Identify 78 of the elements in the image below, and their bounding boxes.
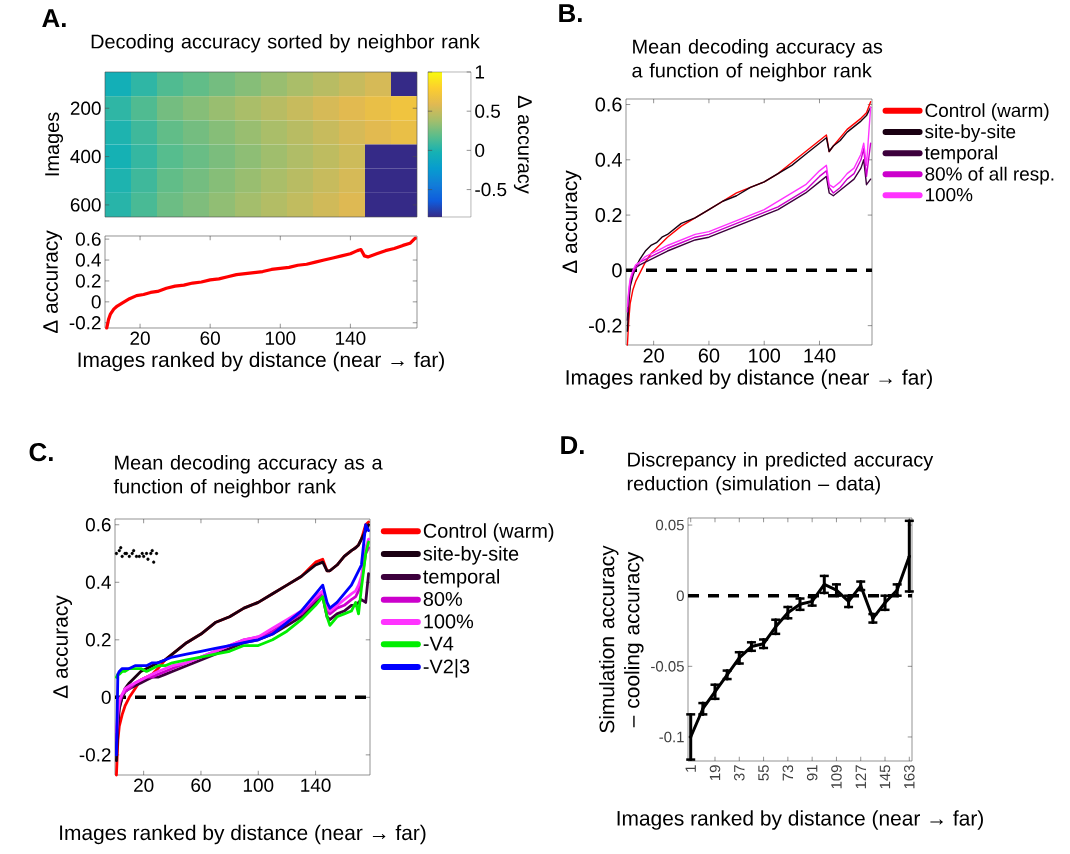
x-tick-label: 100: [265, 331, 296, 345]
x-tick-label: 1: [685, 765, 696, 772]
x-tick-label: 140: [301, 778, 331, 792]
color-bar-label: 1: [475, 65, 485, 79]
text: B.: [559, 4, 582, 22]
text: A.: [42, 9, 66, 27]
legend-label: temporal: [924, 145, 997, 164]
y-tick-label: -0.2: [589, 318, 622, 333]
x-tick-label: 100: [243, 778, 274, 792]
x-tick-label: 145: [879, 765, 891, 789]
x-tick-label: 140: [336, 331, 366, 345]
legend-label: site-by-site: [925, 124, 1016, 143]
y-axis-title: Δ accuracy: [53, 595, 73, 699]
x-axis-title: Images ranked by distance (near → far): [78, 351, 444, 372]
y-axis-title: Images: [45, 112, 64, 176]
legend-label: Control (warm): [423, 523, 554, 542]
y-axis-title: Simulation accuracy – cooling accuracy: [598, 545, 644, 733]
x-tick-label: 100: [749, 348, 781, 363]
legend-label: 100%: [926, 187, 973, 202]
y-tick-label: 0.2: [75, 274, 101, 288]
y-tick-label: -0.2: [79, 748, 111, 762]
x-tick-label: 37: [733, 765, 745, 781]
chart-title: Mean decoding accuracy as a function of neighbor rank: [632, 39, 883, 82]
y-tick-label: 0.2: [85, 633, 111, 647]
x-axis-title: Images ranked by distance (near → far): [566, 369, 932, 389]
legend-label: -V2|3: [423, 658, 470, 678]
x-axis-title: Images ranked by distance (near → far): [60, 824, 426, 845]
y-tick-label: -0.2: [69, 316, 101, 330]
text: C.: [29, 442, 53, 462]
y-axis-title: Δ accuracy: [43, 230, 63, 334]
chart-title: Decoding accuracy sorted by neighbor rank: [91, 33, 480, 53]
y-tick-label: 0.6: [595, 97, 622, 112]
y-tick-label: 0.4: [75, 253, 101, 267]
color-bar-label: -0.5: [475, 182, 507, 197]
x-tick-label: 73: [782, 765, 794, 781]
x-tick-label: 20: [643, 348, 664, 363]
x-tick-label: 55: [758, 765, 769, 781]
x-tick-label: 60: [698, 348, 720, 363]
x-tick-label: 60: [191, 778, 211, 792]
x-axis-title: Images ranked by distance (near → far): [617, 810, 983, 830]
y-tick-label: 0.4: [85, 575, 111, 589]
color-bar-label: 0: [475, 143, 485, 158]
legend-label: site-by-site: [423, 546, 519, 565]
y-tick-label: 0.2: [595, 208, 622, 223]
color-bar-title: Δ accuracy: [513, 95, 532, 194]
x-tick-label: 91: [806, 765, 818, 781]
x-tick-label: 19: [709, 765, 721, 780]
y-tick-label: -0.1: [659, 731, 684, 743]
y-tick-label: 0: [676, 590, 684, 601]
chart-title: Mean decoding accuracy as a function of neighbor rank: [113, 455, 383, 498]
y-tick-label: 0.4: [595, 152, 622, 167]
y-tick-label: 0: [91, 295, 101, 309]
legend-label: 80%: [423, 591, 462, 607]
text: D.: [561, 436, 584, 454]
legend-label: 80% of all resp.: [925, 166, 1054, 185]
y-tick-label: 400: [70, 149, 101, 164]
legend-label: Control (warm): [925, 103, 1049, 121]
x-tick-label: 20: [134, 778, 154, 792]
chart-title: Discrepancy in predicted accuracy reduction (simulation – data): [627, 452, 934, 495]
legend-label: -V4: [423, 636, 454, 651]
y-tick-label: 0: [101, 690, 111, 705]
y-tick-label: 200: [70, 101, 101, 115]
y-tick-label: -0.05: [651, 661, 684, 672]
y-tick-label: 0.6: [75, 232, 101, 246]
x-tick-label: 140: [804, 348, 836, 363]
legend-label: 100%: [424, 614, 474, 629]
x-tick-label: 127: [855, 765, 866, 789]
y-tick-label: 600: [70, 198, 101, 212]
legend-label: temporal: [423, 569, 500, 588]
x-tick-label: 20: [130, 331, 150, 345]
y-tick-label: 0.6: [85, 518, 111, 532]
y-axis-title: Δ accuracy: [562, 170, 582, 274]
y-tick-label: 0.05: [655, 519, 684, 531]
x-tick-label: 60: [200, 331, 220, 345]
x-tick-label: 109: [831, 765, 842, 789]
y-tick-label: 0: [612, 263, 622, 278]
color-bar-label: 0.5: [475, 104, 500, 118]
x-tick-label: 163: [904, 765, 915, 789]
